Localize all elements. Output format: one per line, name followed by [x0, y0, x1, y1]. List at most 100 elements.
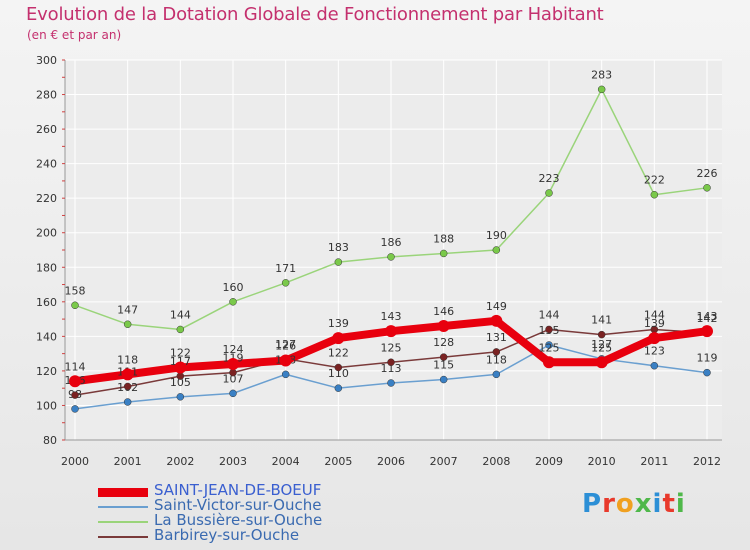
data-point [69, 375, 81, 388]
data-label: 160 [223, 281, 244, 294]
y-tick-label: 300 [36, 54, 57, 67]
data-point [387, 358, 395, 367]
x-tick-label: 2004 [272, 455, 300, 468]
data-label: 186 [381, 236, 402, 249]
data-point [650, 361, 659, 370]
data-point [387, 253, 395, 261]
y-tick-label: 160 [36, 296, 57, 309]
data-point [123, 320, 132, 329]
x-tick-label: 2007 [430, 455, 458, 468]
legend-label: La Bussière-sur-Ouche [154, 511, 323, 529]
data-point [227, 358, 239, 370]
proxiti-logo: Proxiti [582, 489, 686, 519]
legend-swatch [98, 506, 148, 508]
data-point [439, 375, 448, 384]
data-label: 118 [117, 353, 138, 366]
data-point [595, 356, 608, 369]
legend-label: SAINT-JEAN-DE-BOEUF [154, 481, 322, 499]
data-label: 147 [117, 303, 138, 316]
data-point [176, 372, 185, 380]
data-point [387, 379, 395, 387]
data-label: 126 [275, 340, 296, 353]
data-label: 110 [328, 367, 349, 380]
x-tick-label: 2009 [535, 455, 563, 468]
legend-item: Barbirey-sur-Ouche [98, 526, 428, 544]
data-label: 190 [486, 229, 507, 242]
y-tick-label: 200 [36, 227, 57, 240]
data-label: 122 [328, 346, 349, 359]
data-label: 188 [433, 232, 454, 245]
data-label: 142 [697, 312, 718, 325]
data-point [650, 190, 659, 199]
data-label: 223 [539, 172, 560, 185]
data-label: 128 [433, 336, 454, 349]
data-label: 283 [591, 68, 612, 81]
data-label: 125 [539, 341, 560, 354]
x-tick-label: 2005 [324, 455, 352, 468]
x-tick-label: 2010 [588, 455, 616, 468]
data-point [543, 356, 555, 369]
data-label: 149 [486, 300, 507, 313]
data-label: 123 [644, 345, 665, 358]
x-tick-label: 2008 [482, 455, 510, 468]
data-point [385, 325, 397, 338]
chart-title: Evolution de la Dotation Globale de Fonc… [26, 4, 604, 25]
x-tick-label: 2001 [114, 455, 142, 468]
data-label: 226 [697, 167, 718, 180]
data-label: 118 [486, 353, 507, 366]
data-label: 127 [591, 338, 612, 351]
y-tick-label: 100 [36, 399, 57, 412]
y-tick-label: 80 [43, 434, 57, 447]
legend-swatch [98, 521, 148, 523]
y-tick-label: 140 [36, 330, 57, 343]
x-tick-label: 2006 [377, 455, 405, 468]
data-point [439, 353, 448, 361]
y-tick-label: 120 [36, 365, 57, 378]
x-tick-label: 2000 [61, 455, 89, 468]
data-point [439, 249, 448, 258]
legend-label: Saint-Victor-sur-Ouche [154, 496, 322, 514]
data-label: 183 [328, 241, 349, 254]
data-point [492, 246, 501, 254]
data-label: 139 [644, 317, 665, 330]
legend-label: Barbirey-sur-Ouche [154, 526, 300, 544]
data-point [121, 368, 134, 381]
data-point [437, 320, 450, 332]
data-label: 144 [644, 308, 665, 321]
data-point [703, 184, 711, 192]
data-point [703, 368, 711, 377]
y-tick-label: 280 [36, 89, 57, 102]
data-point [71, 391, 79, 399]
data-label: 125 [381, 341, 402, 354]
chart-legend: SAINT-JEAN-DE-BOEUF Saint-Victor-sur-Ouch… [98, 481, 428, 544]
data-label: 139 [328, 317, 349, 330]
data-point [176, 325, 185, 334]
data-point [545, 341, 553, 349]
data-point [597, 330, 606, 339]
legend-item: La Bussière-sur-Ouche [98, 511, 428, 529]
x-tick-label: 2003 [219, 455, 247, 468]
data-label: 144 [539, 308, 560, 321]
data-label: 144 [170, 308, 191, 321]
data-point [648, 332, 661, 345]
data-point [281, 370, 290, 379]
data-label: 113 [381, 362, 402, 375]
data-label: 127 [275, 338, 296, 351]
x-tick-label: 2002 [166, 455, 194, 468]
data-point [545, 189, 553, 197]
y-tick-label: 180 [36, 261, 57, 274]
legend-swatch [98, 487, 148, 497]
data-point [334, 258, 343, 266]
data-point [123, 398, 132, 406]
data-label: 141 [591, 314, 612, 327]
data-point [490, 314, 503, 327]
data-label: 122 [170, 346, 191, 359]
data-point [229, 368, 237, 377]
data-label: 143 [697, 310, 718, 323]
data-point [701, 325, 713, 338]
data-label: 124 [223, 343, 244, 356]
chart-subtitle: (en € et par an) [27, 28, 122, 42]
data-point [334, 384, 343, 392]
data-point [71, 301, 79, 310]
